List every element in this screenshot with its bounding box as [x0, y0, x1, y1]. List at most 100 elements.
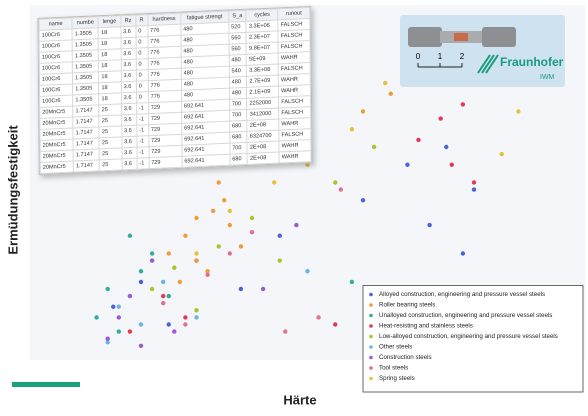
accent-bar	[12, 382, 80, 387]
point	[372, 145, 376, 149]
table-cell: -1	[137, 136, 149, 148]
point	[361, 198, 365, 202]
scale-label: 2	[460, 52, 465, 61]
point	[450, 163, 454, 167]
point	[239, 244, 243, 248]
table-cell: 20MnCr5	[40, 161, 73, 173]
legend-label: Alloyed construction, engineering and pr…	[379, 291, 545, 298]
point	[472, 180, 476, 184]
legend-label: Spring steels	[379, 375, 415, 382]
legend-swatch	[369, 335, 373, 339]
point	[305, 269, 309, 273]
legend-label: Roller bearing steels	[379, 302, 435, 309]
point	[128, 329, 132, 333]
table-cell: -1	[136, 103, 148, 115]
table-cell: 680	[230, 131, 248, 143]
logo-institute: IWM	[540, 74, 555, 81]
point	[194, 216, 198, 220]
point	[194, 308, 198, 312]
point	[167, 251, 171, 255]
table-cell: -1	[137, 158, 149, 170]
legend-swatch	[369, 293, 373, 297]
point	[427, 223, 431, 227]
table-cell: 0	[136, 37, 148, 49]
point	[139, 344, 143, 348]
table-cell: 3.6	[121, 26, 136, 38]
table-cell: 1.7147	[73, 160, 99, 172]
legend-label: Construction steels	[379, 354, 432, 361]
point	[217, 244, 221, 248]
column-header: Rz	[120, 15, 135, 27]
point	[316, 315, 320, 319]
point	[389, 92, 393, 96]
legend-label: Tool steels	[379, 365, 408, 372]
table-cell: -1	[137, 147, 149, 159]
point	[150, 258, 154, 262]
table-cell: 692.641	[182, 154, 230, 167]
table-cell: 700	[230, 142, 248, 154]
point	[161, 280, 165, 284]
point	[139, 269, 143, 273]
point	[94, 315, 98, 319]
point	[150, 251, 154, 255]
point	[383, 81, 387, 85]
table-cell: -1	[136, 114, 148, 126]
point	[272, 180, 276, 184]
point	[516, 109, 520, 113]
table-cell: 0	[136, 81, 148, 93]
point	[111, 305, 115, 309]
point	[278, 258, 282, 262]
table-cell: 0	[136, 48, 148, 60]
legend-swatch	[369, 314, 373, 318]
table-cell: 680	[229, 120, 247, 132]
table-cell: 0	[136, 92, 148, 104]
table-cell: 0	[136, 70, 148, 82]
legend-swatch	[369, 345, 373, 349]
point	[217, 180, 221, 184]
point	[139, 322, 143, 326]
point	[161, 294, 165, 298]
point	[167, 294, 171, 298]
scale-label: 1	[438, 52, 443, 61]
point	[106, 287, 110, 291]
table-cell: 25	[100, 159, 122, 171]
point	[228, 223, 232, 227]
specimen-mark	[454, 33, 468, 41]
table-cell: 3.6	[121, 125, 136, 137]
logo-mark	[478, 55, 498, 73]
legend-swatch	[369, 324, 373, 328]
point	[139, 280, 143, 284]
column-header: R	[136, 15, 148, 27]
point	[178, 280, 182, 284]
legend-label: Low-alloyed construction, engineering an…	[379, 333, 558, 340]
legend-label: Other steels	[379, 344, 412, 351]
table-cell: 3.6	[121, 70, 136, 82]
point	[416, 138, 420, 142]
x-axis-label: Härte	[283, 392, 316, 407]
point	[211, 209, 215, 213]
table-cell: 480	[229, 76, 247, 88]
point	[333, 180, 337, 184]
table-cell: 2E+08	[247, 152, 279, 164]
point	[444, 145, 448, 149]
table-cell: WAHR	[279, 151, 311, 163]
point	[333, 322, 337, 326]
point	[350, 280, 354, 284]
point	[128, 234, 132, 238]
specimen-end	[408, 27, 442, 47]
point	[461, 251, 465, 255]
table-cell: 3.6	[121, 114, 136, 126]
point	[117, 305, 121, 309]
point	[194, 258, 198, 262]
table-cell: 0	[136, 26, 148, 38]
point	[283, 329, 287, 333]
point	[361, 109, 365, 113]
table-cell: 3.6	[121, 92, 136, 104]
point	[150, 287, 154, 291]
table-cell: 3.6	[121, 103, 136, 115]
table-cell: 3.6	[121, 59, 136, 71]
page: Ermüdungsfestigkeit Härte Alloyed constr…	[0, 0, 588, 416]
legend-swatch	[369, 303, 373, 307]
